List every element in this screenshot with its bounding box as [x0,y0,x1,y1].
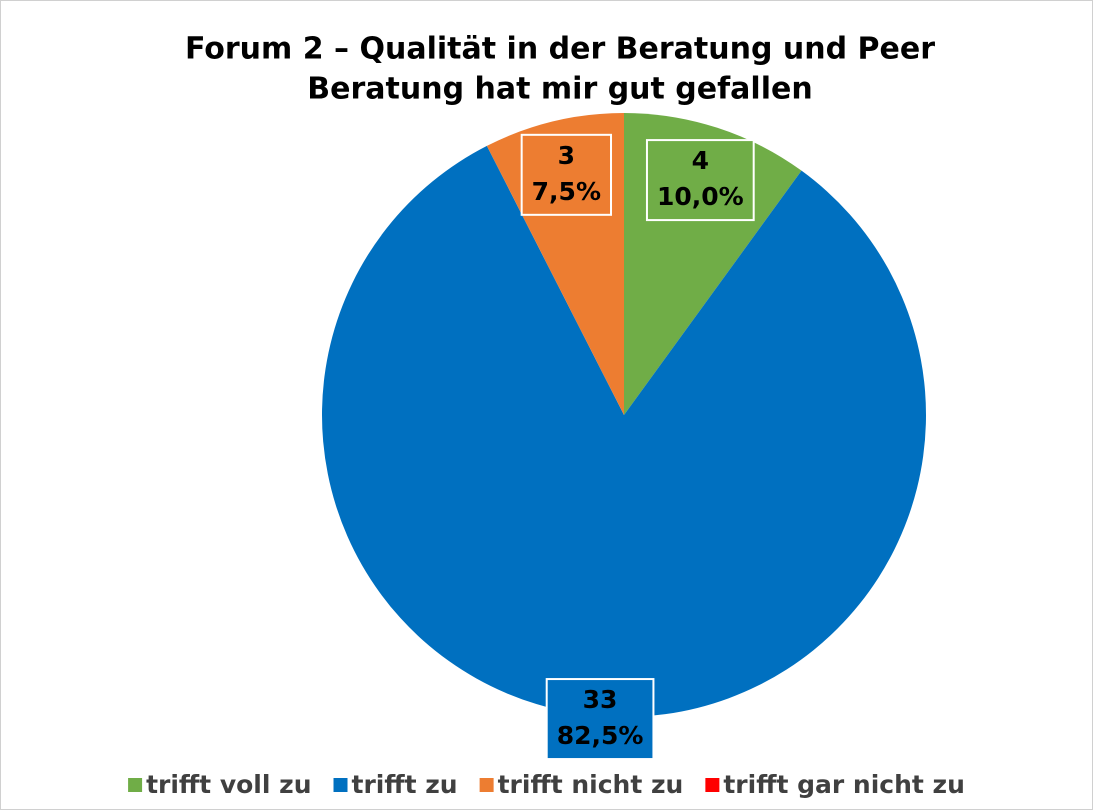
data-label: 3 [558,141,575,170]
legend-label: trifft gar nicht zu [723,770,965,799]
chart-title: Beratung hat mir gut gefallen [307,72,812,107]
legend-swatch [333,778,348,792]
legend-label: trifft zu [352,770,458,799]
data-label: 82,5% [557,721,644,750]
data-label-box [520,133,613,216]
legend-swatch [128,778,143,792]
data-label: 10,0% [657,182,744,211]
data-label: 7,5% [532,177,601,206]
legend-swatch [705,778,720,792]
legend-label: trifft voll zu [146,770,311,799]
pie-slice [322,145,927,718]
data-label-box [645,139,755,222]
data-label: 4 [692,146,709,175]
data-label-box [545,678,655,761]
legend-swatch [479,778,494,792]
data-label: 33 [583,685,618,714]
chart-title: Forum 2 – Qualität in der Beratung und P… [185,32,935,67]
legend-label: trifft nicht zu [498,770,684,799]
